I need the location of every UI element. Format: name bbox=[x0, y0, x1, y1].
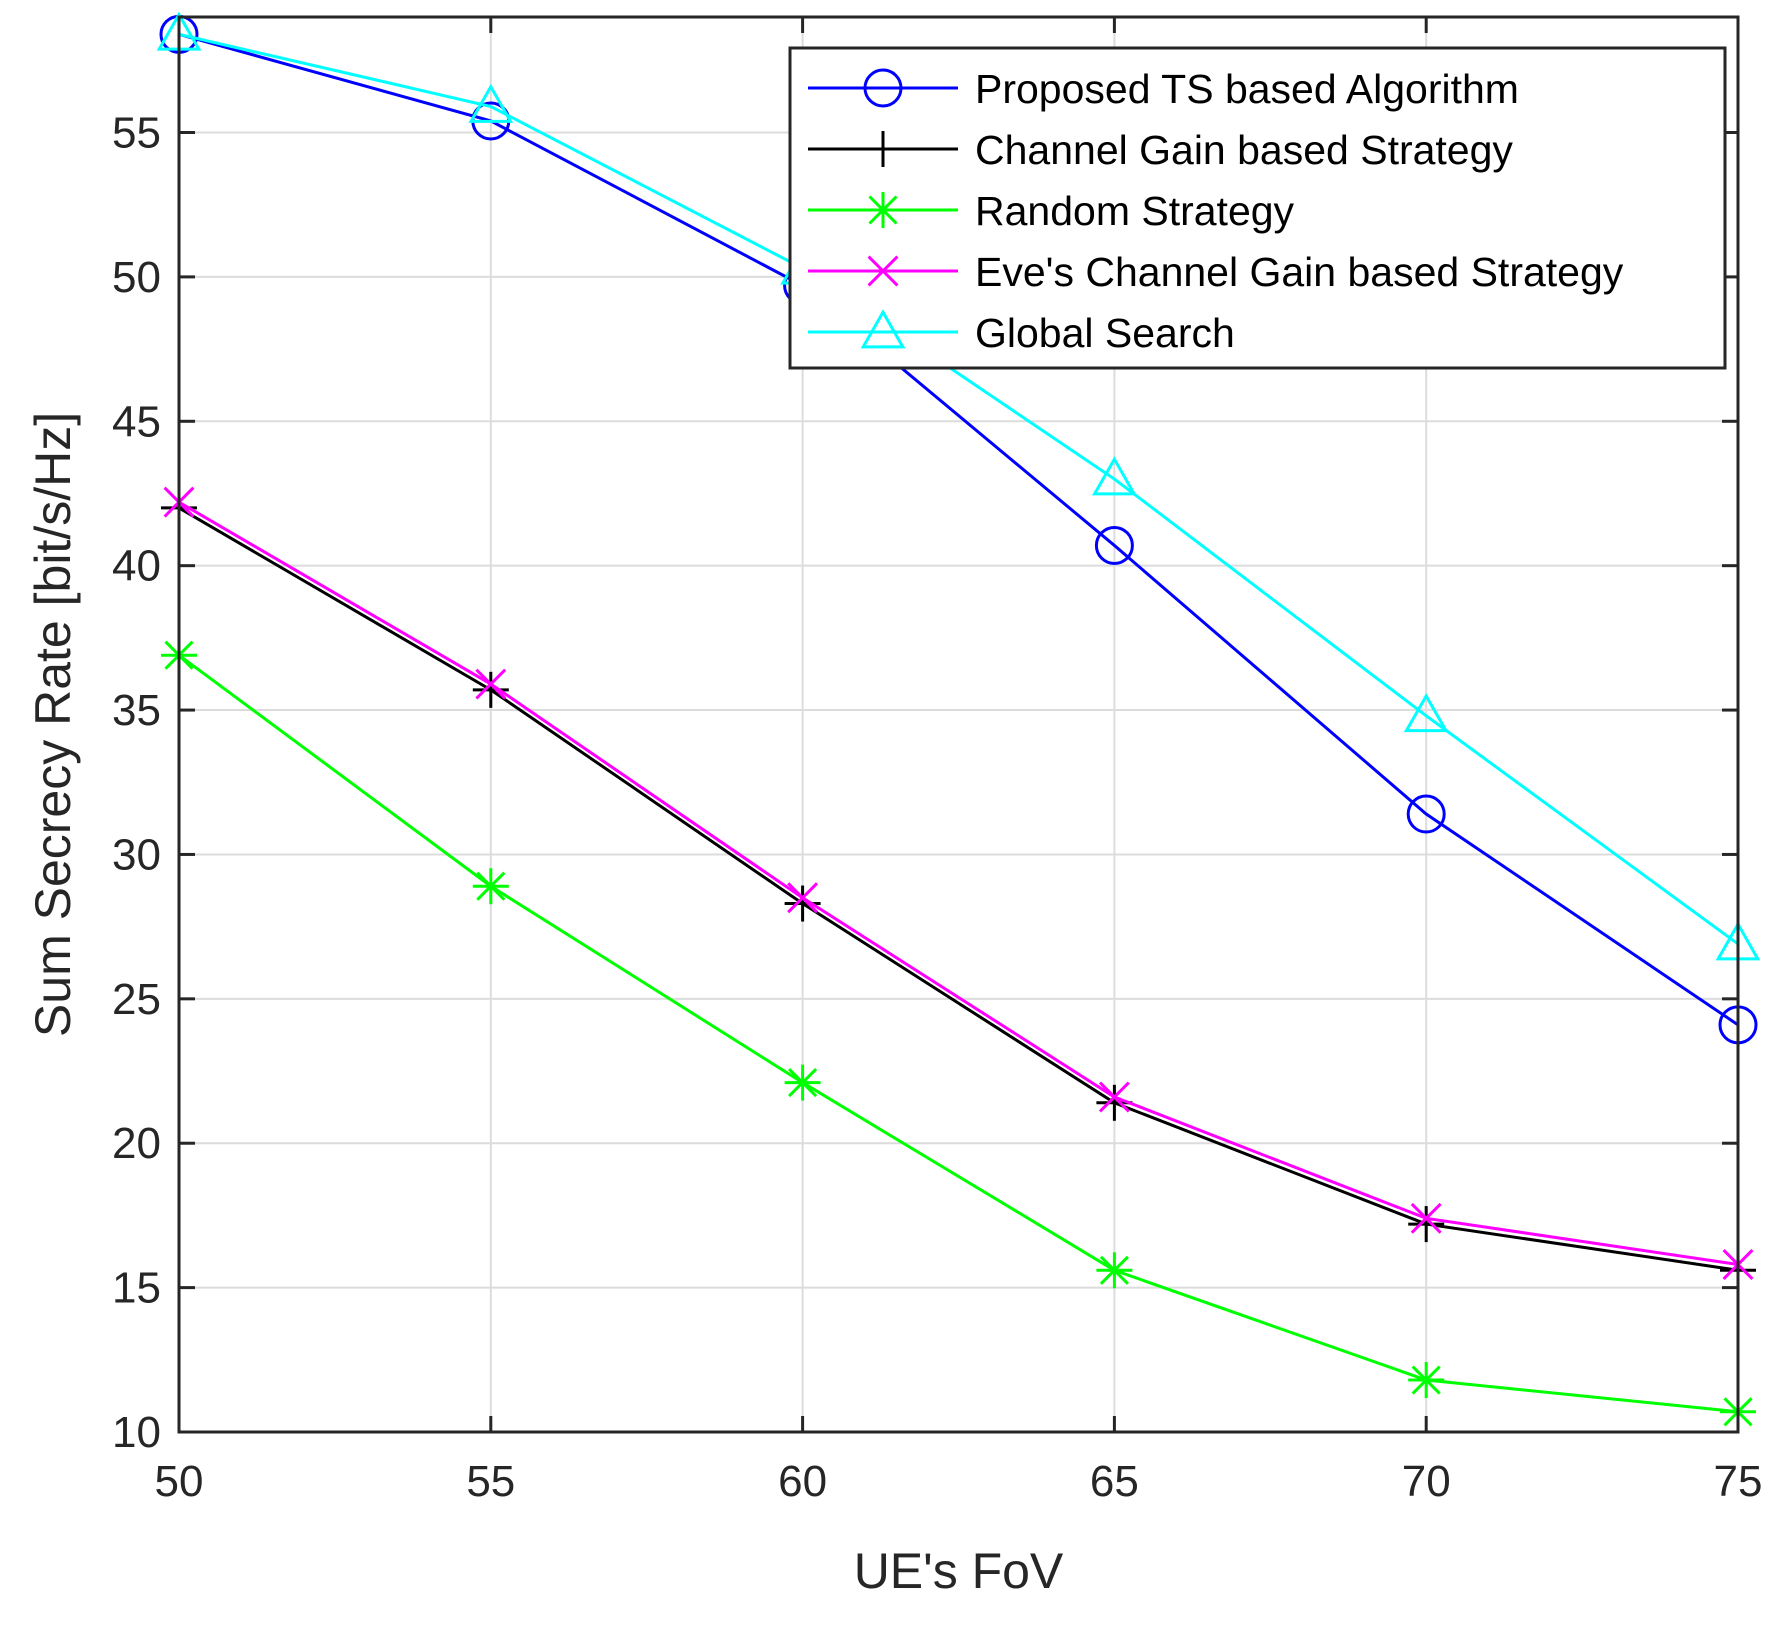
legend-label: Channel Gain based Strategy bbox=[975, 127, 1513, 173]
marker-triangle bbox=[468, 83, 514, 123]
y-tick-label: 10 bbox=[112, 1408, 161, 1457]
data-point bbox=[787, 882, 819, 914]
y-tick-label: 15 bbox=[112, 1264, 161, 1313]
data-point bbox=[1098, 1081, 1130, 1113]
data-point bbox=[1406, 794, 1446, 834]
y-tick-label: 25 bbox=[112, 975, 161, 1024]
legend-entry: Channel Gain based Strategy bbox=[808, 127, 1513, 173]
marker-circle bbox=[863, 68, 903, 108]
marker-stroke bbox=[867, 255, 899, 287]
legend-box bbox=[788, 46, 1727, 370]
legend-marker bbox=[867, 255, 899, 287]
y-tick-label: 45 bbox=[112, 397, 161, 446]
marker-stroke bbox=[787, 882, 819, 914]
data-point bbox=[1094, 525, 1134, 565]
x-tick-label: 70 bbox=[1402, 1457, 1451, 1506]
series-line bbox=[178, 32, 1739, 1027]
x-axis-label: UE's FoV bbox=[854, 1543, 1064, 1599]
series-line bbox=[178, 500, 1739, 1266]
y-tick-label: 40 bbox=[112, 542, 161, 591]
data-point bbox=[1092, 456, 1137, 496]
legend-marker bbox=[863, 68, 903, 108]
legend-label: Eve's Channel Gain based Strategy bbox=[975, 249, 1624, 295]
marker-stroke bbox=[1411, 1365, 1441, 1395]
marker-stroke bbox=[868, 195, 898, 225]
legend-entry: Proposed TS based Algorithm bbox=[808, 66, 1519, 112]
x-tick-label: 55 bbox=[466, 1457, 515, 1506]
data-point bbox=[472, 868, 509, 905]
y-axis-label: Sum Secrecy Rate [bit/s/Hz] bbox=[25, 412, 81, 1037]
legend: Proposed TS based Algorithm Channel Gain … bbox=[788, 46, 1727, 370]
legend-entry: Random Strategy bbox=[808, 188, 1295, 234]
marker-triangle bbox=[1403, 693, 1449, 733]
y-tick-label: 35 bbox=[112, 686, 161, 735]
marker-stroke bbox=[476, 871, 506, 901]
series-eve-s-channel-gain-based-strategy bbox=[163, 486, 1754, 1280]
data-point bbox=[1096, 1252, 1133, 1289]
axes: 50 55 60 65 70 75 10 15 20 25 30 35 40 45 50 55 bbox=[112, 15, 1763, 1506]
axes-box bbox=[177, 15, 1740, 1434]
series-line bbox=[178, 32, 1739, 946]
data-point bbox=[472, 671, 509, 708]
y-tick-label: 50 bbox=[112, 253, 161, 302]
marker-stroke bbox=[1098, 1081, 1130, 1113]
x-tick-label: 75 bbox=[1714, 1457, 1763, 1506]
marker-stroke bbox=[1099, 1255, 1129, 1285]
legend-entry: Global Search bbox=[808, 309, 1235, 356]
x-tick-label: 60 bbox=[778, 1457, 827, 1506]
marker-triangle bbox=[1092, 456, 1137, 496]
marker-circle bbox=[1094, 525, 1134, 565]
data-point bbox=[1408, 1362, 1445, 1399]
marker-stroke bbox=[475, 668, 507, 700]
data-point bbox=[1410, 1202, 1442, 1234]
legend-label: Proposed TS based Algorithm bbox=[975, 66, 1519, 112]
legend-label: Random Strategy bbox=[975, 188, 1295, 234]
data-point bbox=[784, 1064, 821, 1101]
y-tick-label: 20 bbox=[112, 1119, 161, 1168]
series-line bbox=[178, 653, 1739, 1414]
marker-stroke bbox=[788, 1068, 818, 1098]
data-point bbox=[784, 885, 821, 922]
marker-stroke bbox=[1410, 1202, 1442, 1234]
y-tick-label: 30 bbox=[112, 830, 161, 879]
series-line bbox=[178, 506, 1739, 1272]
y-tick-label: 55 bbox=[112, 109, 161, 158]
legend-marker bbox=[865, 131, 901, 167]
data-point bbox=[1403, 693, 1449, 733]
data-point bbox=[475, 668, 507, 700]
legend-marker bbox=[860, 309, 906, 349]
x-tick-label: 65 bbox=[1090, 1457, 1139, 1506]
data-point bbox=[1408, 1206, 1445, 1243]
legend-marker bbox=[865, 192, 901, 228]
x-tick-label: 50 bbox=[155, 1457, 204, 1506]
marker-circle bbox=[1406, 794, 1446, 834]
marker-triangle bbox=[860, 309, 906, 349]
legend-label: Global Search bbox=[975, 310, 1235, 356]
legend-entry: Eve's Channel Gain based Strategy bbox=[808, 249, 1624, 295]
data-point bbox=[468, 83, 514, 123]
